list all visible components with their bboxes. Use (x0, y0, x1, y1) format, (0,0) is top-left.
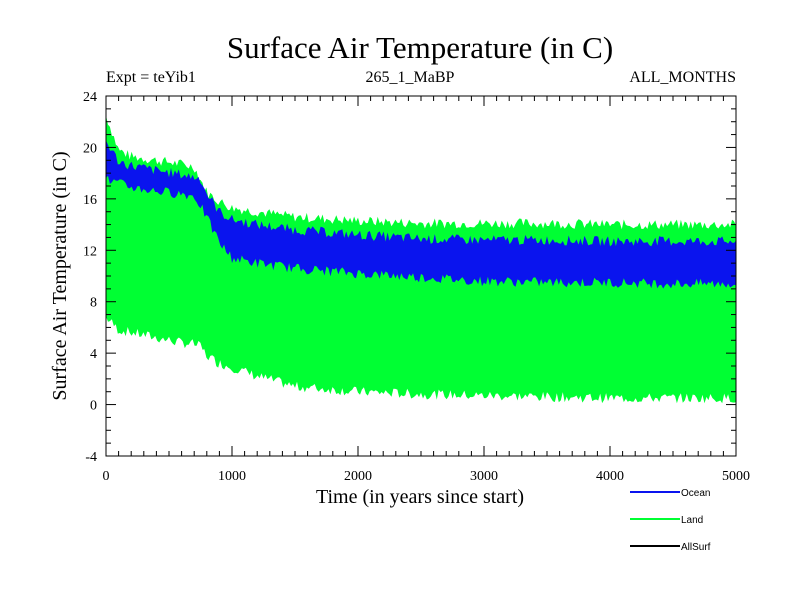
band-ocean (106, 140, 736, 289)
axis-ticks: -4 0 4 8 12 16 20 24 0 1000 2000 3000 4000 5000 (83, 90, 750, 484)
x-axis-label: Time (in years since start) (316, 486, 524, 508)
legend-label-land: Land (681, 515, 703, 526)
legend: Ocean Land AllSurf (630, 488, 711, 553)
y-tick-label: 8 (90, 296, 97, 311)
x-tick-label: 1000 (218, 469, 246, 484)
y-tick-label: 4 (90, 347, 97, 362)
y-axis-label: Surface Air Temperature (in C) (49, 151, 71, 400)
y-tick-label: 12 (83, 244, 97, 259)
experiment-label: Expt = teYib1 (106, 69, 196, 86)
y-tick-label: -4 (85, 450, 97, 465)
y-tick-label: 16 (83, 193, 97, 208)
data-bands (106, 115, 736, 404)
x-tick-label: 4000 (596, 469, 624, 484)
chart-title: Surface Air Temperature (in C) (227, 30, 613, 65)
legend-label-ocean: Ocean (681, 488, 710, 499)
y-tick-label: 20 (83, 141, 97, 156)
x-tick-label: 3000 (470, 469, 498, 484)
x-tick-label: 2000 (344, 469, 372, 484)
legend-label-allsurf: AllSurf (681, 542, 711, 553)
period-label: 265_1_MaBP (366, 69, 455, 86)
x-tick-label: 0 (103, 469, 110, 484)
months-label: ALL_MONTHS (629, 69, 736, 86)
y-tick-label: 24 (83, 90, 97, 105)
x-tick-label: 5000 (722, 469, 750, 484)
y-tick-label: 0 (90, 399, 97, 414)
